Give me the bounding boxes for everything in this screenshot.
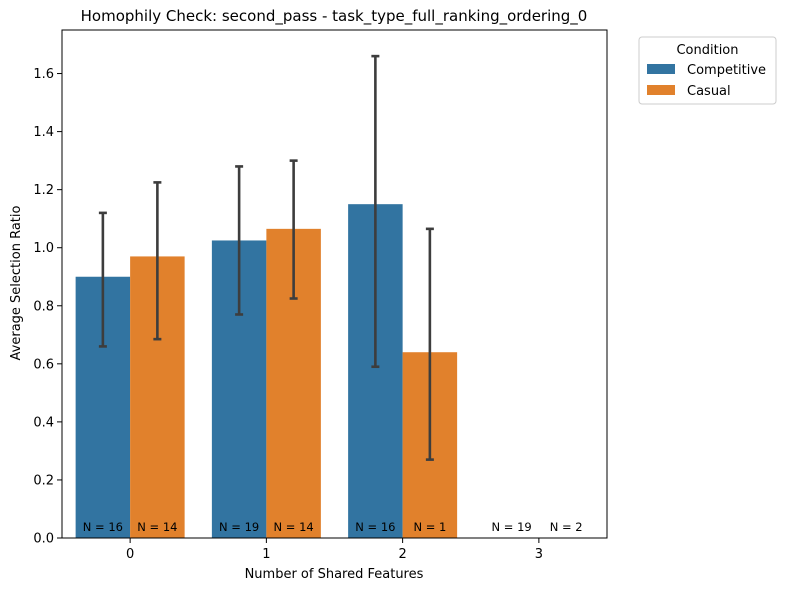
legend-label-competitive: Competitive xyxy=(687,63,766,78)
error-bar-competitive-1 xyxy=(235,165,244,316)
n-label-casual-3: N = 2 xyxy=(550,520,583,534)
n-label-competitive-1: N = 19 xyxy=(219,520,259,534)
legend: Condition Competitive Casual xyxy=(638,36,777,105)
y-tick-label: 1.2 xyxy=(33,183,54,198)
n-label-competitive-2: N = 16 xyxy=(355,520,395,534)
n-label-casual-0: N = 14 xyxy=(137,520,177,534)
x-tick-label: 2 xyxy=(398,547,406,562)
error-bar-competitive-2 xyxy=(371,54,380,369)
error-bar-casual-2 xyxy=(425,227,434,461)
legend-swatch-competitive xyxy=(647,64,675,74)
x-tick-label: 1 xyxy=(262,547,270,562)
y-axis-label: Average Selection Ratio xyxy=(9,205,24,360)
x-axis-label: Number of Shared Features xyxy=(245,567,424,582)
error-bar-competitive-0 xyxy=(98,211,107,348)
legend-swatch-casual xyxy=(647,85,675,95)
n-label-competitive-0: N = 16 xyxy=(83,520,123,534)
chart-title: Homophily Check: second_pass - task_type… xyxy=(81,7,588,26)
y-tick-label: 1.0 xyxy=(33,241,54,256)
n-label-competitive-3: N = 19 xyxy=(492,520,532,534)
y-tick-label: 1.4 xyxy=(33,125,54,140)
error-bar-casual-1 xyxy=(289,159,298,300)
x-tick-label: 3 xyxy=(535,547,543,562)
legend-label-casual: Casual xyxy=(687,84,731,99)
plot-frame xyxy=(61,29,608,539)
y-tick-label: 0.6 xyxy=(33,357,54,372)
y-tick-label: 0.2 xyxy=(33,473,54,488)
error-bar-casual-0 xyxy=(153,181,162,341)
axes: 0.0 0.2 0.4 0.6 0.8 1.0 1.2 1.4 1.6 0 1 2 3 xyxy=(33,29,608,562)
plot-marks: N = 16 N = 19 N = 16 N = 19 N = 14 N = 14 N = … xyxy=(75,54,583,539)
n-label-casual-2: N = 1 xyxy=(413,520,446,534)
y-tick-label: 1.6 xyxy=(33,67,54,82)
y-tick-label: 0.8 xyxy=(33,299,54,314)
y-tick-label: 0.0 xyxy=(33,532,54,547)
y-tick-label: 0.4 xyxy=(33,415,54,430)
legend-title: Condition xyxy=(676,43,738,58)
n-label-casual-1: N = 14 xyxy=(274,520,314,534)
x-tick-label: 0 xyxy=(126,547,134,562)
